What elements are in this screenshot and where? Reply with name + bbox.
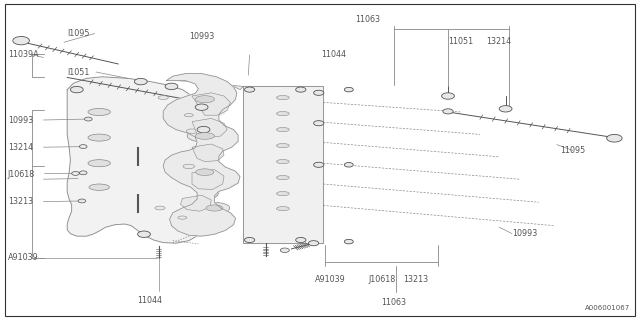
Ellipse shape [155, 206, 165, 210]
Circle shape [308, 241, 319, 246]
Circle shape [197, 126, 210, 133]
Circle shape [344, 87, 353, 92]
Text: 11095: 11095 [560, 146, 585, 155]
Text: 11044: 11044 [138, 296, 163, 305]
Ellipse shape [183, 164, 195, 169]
Text: 11051: 11051 [448, 37, 473, 46]
Circle shape [314, 162, 324, 167]
Ellipse shape [196, 169, 214, 175]
Polygon shape [192, 118, 227, 138]
Polygon shape [180, 195, 211, 211]
Ellipse shape [188, 130, 223, 142]
Ellipse shape [158, 96, 168, 100]
Ellipse shape [206, 205, 223, 211]
Polygon shape [170, 75, 243, 90]
Circle shape [13, 36, 29, 45]
Circle shape [607, 134, 622, 142]
Text: 11039A: 11039A [8, 50, 38, 59]
Polygon shape [192, 170, 224, 189]
Circle shape [244, 237, 255, 243]
Ellipse shape [276, 127, 289, 132]
Ellipse shape [184, 114, 193, 117]
Circle shape [165, 83, 178, 90]
Ellipse shape [88, 108, 111, 116]
Ellipse shape [276, 112, 289, 116]
Text: 13214: 13214 [8, 143, 33, 152]
Text: 13214: 13214 [486, 37, 511, 46]
Text: I1051: I1051 [67, 68, 90, 76]
Polygon shape [163, 74, 240, 236]
Text: 11044: 11044 [321, 50, 346, 59]
Text: J10618: J10618 [368, 276, 396, 284]
Circle shape [134, 78, 147, 85]
Circle shape [296, 87, 306, 92]
Text: 10993: 10993 [8, 116, 33, 124]
Polygon shape [192, 93, 230, 115]
Text: 13213: 13213 [403, 276, 428, 284]
Circle shape [84, 117, 92, 121]
Circle shape [70, 86, 83, 93]
Ellipse shape [276, 95, 289, 100]
Ellipse shape [195, 96, 214, 103]
Circle shape [195, 104, 208, 110]
Circle shape [78, 199, 86, 203]
Ellipse shape [178, 216, 187, 219]
Ellipse shape [276, 207, 289, 211]
Text: A91039: A91039 [8, 253, 38, 262]
Circle shape [244, 87, 255, 92]
Circle shape [344, 163, 353, 167]
Ellipse shape [89, 184, 109, 190]
Ellipse shape [188, 166, 221, 178]
Ellipse shape [276, 160, 289, 164]
Ellipse shape [188, 93, 223, 106]
Circle shape [72, 172, 79, 175]
Ellipse shape [276, 175, 289, 180]
Text: J10618: J10618 [8, 170, 35, 179]
Ellipse shape [276, 191, 289, 196]
Circle shape [79, 171, 87, 175]
Polygon shape [243, 86, 323, 243]
Circle shape [296, 237, 306, 243]
Text: A006001067: A006001067 [585, 305, 630, 311]
Polygon shape [192, 144, 224, 162]
Circle shape [280, 248, 289, 252]
Ellipse shape [199, 203, 230, 214]
Ellipse shape [186, 129, 198, 133]
Polygon shape [67, 77, 221, 243]
Polygon shape [198, 96, 227, 120]
Text: 10993: 10993 [512, 229, 537, 238]
Circle shape [138, 231, 150, 237]
Text: 13213: 13213 [8, 197, 33, 206]
Ellipse shape [195, 133, 214, 139]
Text: I1095: I1095 [67, 29, 90, 38]
Circle shape [314, 90, 324, 95]
Circle shape [314, 121, 324, 126]
Text: 10993: 10993 [189, 32, 214, 41]
Circle shape [344, 239, 353, 244]
Circle shape [79, 145, 87, 148]
Text: 11063: 11063 [381, 298, 406, 307]
Ellipse shape [276, 143, 289, 148]
Ellipse shape [88, 134, 111, 141]
Text: A91039: A91039 [315, 276, 346, 284]
Ellipse shape [88, 160, 111, 167]
Circle shape [443, 109, 453, 114]
Circle shape [499, 106, 512, 112]
Text: 11063: 11063 [355, 15, 380, 24]
Circle shape [442, 93, 454, 99]
